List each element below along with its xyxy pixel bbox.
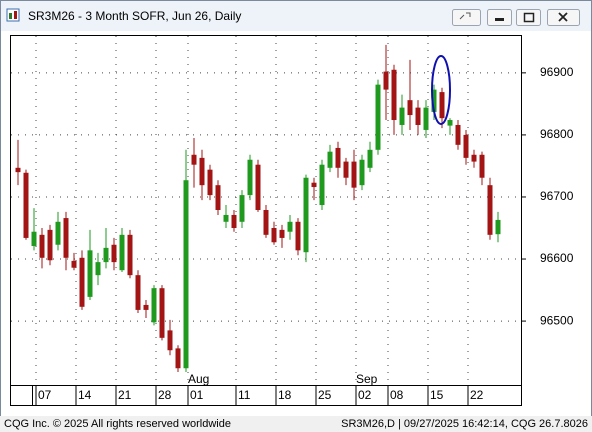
candle-body <box>287 221 293 232</box>
y-tick-label: 96600 <box>540 251 574 265</box>
x-tick-label: 02 <box>358 388 372 402</box>
candle-body <box>343 161 349 178</box>
x-tick-label: 22 <box>470 388 484 402</box>
candle-body <box>15 167 21 173</box>
x-tick-label: 14 <box>78 388 92 402</box>
candle-body <box>239 195 245 222</box>
footer-left: CQG Inc. © 2025 All rights reserved worl… <box>4 418 231 430</box>
candle-body <box>471 154 477 162</box>
candle-body <box>71 260 77 268</box>
candle-body <box>223 214 229 222</box>
candle-body <box>495 219 501 235</box>
candle-body <box>455 124 461 145</box>
candle-body <box>191 154 197 165</box>
candle-body <box>399 107 405 125</box>
candle-body <box>367 149 373 168</box>
candle-body <box>279 229 285 238</box>
y-tick-label: 96900 <box>540 65 574 79</box>
candle-body <box>111 244 117 263</box>
y-tick-label: 96800 <box>540 127 574 141</box>
status-bar <box>0 416 592 432</box>
candle-body <box>47 229 53 261</box>
candle-body <box>183 180 189 369</box>
window-title: SR3M26 - 3 Month SOFR, Jun 26, Daily <box>28 9 241 23</box>
x-tick-label: 11 <box>238 388 251 402</box>
restore-icon <box>523 12 535 23</box>
candle-body <box>439 92 445 119</box>
window-buttons[interactable] <box>452 9 580 26</box>
candle-body <box>151 288 157 323</box>
candle-body <box>103 247 109 263</box>
candle-body <box>159 288 165 338</box>
candle-body <box>55 221 61 245</box>
app-icon <box>14 11 17 19</box>
candle-body <box>335 147 341 168</box>
month-label: Aug <box>188 372 209 386</box>
candle-body <box>119 234 125 271</box>
candle-body <box>247 159 253 196</box>
candle-body <box>263 210 269 235</box>
app-icon <box>6 8 20 22</box>
close-icon <box>558 12 568 22</box>
candle-body <box>311 182 317 188</box>
candle-body <box>63 218 69 258</box>
y-tick-label: 96500 <box>540 313 574 327</box>
x-tick-label: 21 <box>118 388 132 402</box>
candle-body <box>135 275 141 310</box>
candle-body <box>407 100 413 116</box>
x-tick-label: 15 <box>430 388 444 402</box>
candle-body <box>199 157 205 186</box>
link-icon <box>459 12 471 20</box>
minimize-button[interactable] <box>487 9 512 26</box>
candle-body <box>39 234 45 258</box>
candle-body <box>95 262 101 276</box>
candle-body <box>391 69 397 121</box>
candle-body <box>231 214 237 228</box>
candle-body <box>175 348 181 369</box>
candle-body <box>423 107 429 130</box>
candle-body <box>23 172 29 238</box>
candle-body <box>255 164 261 210</box>
x-tick-label: 25 <box>318 388 332 402</box>
x-tick-label: 28 <box>158 388 172 402</box>
x-tick-label: 18 <box>278 388 292 402</box>
candle-body <box>87 250 93 297</box>
candle-body <box>375 84 381 150</box>
candle-body <box>207 169 213 196</box>
x-tick-label: 08 <box>390 388 404 402</box>
app-icon <box>9 13 12 19</box>
candle-body <box>319 164 325 206</box>
candle-body <box>359 159 365 186</box>
candle-body <box>303 177 309 253</box>
link-button[interactable] <box>452 9 481 26</box>
candle-body <box>351 161 357 188</box>
candle-body <box>295 221 301 251</box>
y-tick-label: 96700 <box>540 189 574 203</box>
minimize-icon <box>495 18 504 21</box>
footer-right: SR3M26,D | 09/27/2025 16:42:14, CQG 26.7… <box>341 418 588 430</box>
candle-body <box>431 89 437 112</box>
candle-body <box>383 71 389 90</box>
candle-body <box>487 185 493 235</box>
candle-body <box>167 330 173 351</box>
month-label: Sep <box>356 372 378 386</box>
candle-body <box>463 134 469 158</box>
candle-body <box>127 234 133 276</box>
candle-body <box>447 120 453 126</box>
candle-body <box>479 154 485 178</box>
candle-body <box>215 185 221 210</box>
candle-body <box>327 151 333 168</box>
axis-corner <box>10 385 33 406</box>
highlight-ellipse <box>431 55 451 125</box>
candle-body <box>271 227 277 243</box>
candle-body <box>31 231 37 246</box>
candle-body <box>415 107 421 125</box>
candle-body <box>79 257 85 307</box>
restore-button[interactable] <box>516 9 541 26</box>
x-tick-label: 01 <box>190 388 204 402</box>
x-tick-label: 07 <box>38 388 52 402</box>
candle-body <box>143 304 149 310</box>
